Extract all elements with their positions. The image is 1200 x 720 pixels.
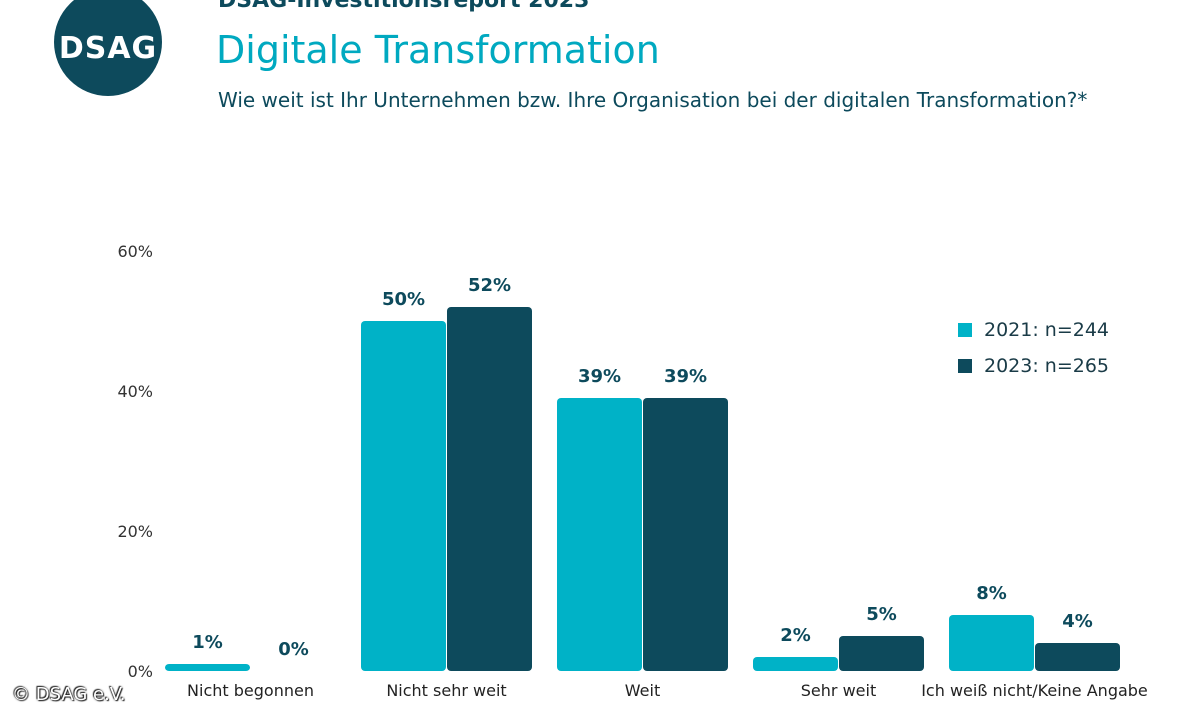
x-category-label: Weit bbox=[625, 681, 660, 700]
bar-value-label: 39% bbox=[664, 366, 707, 387]
x-category-label: Nicht sehr weit bbox=[386, 681, 506, 700]
chart-legend: 2021: n=244 2023: n=265 bbox=[958, 312, 1109, 384]
legend-label-2021: 2021: n=244 bbox=[984, 319, 1110, 341]
bar bbox=[643, 398, 728, 671]
y-tick-label: 20% bbox=[117, 522, 153, 541]
bar bbox=[361, 321, 446, 671]
bar-value-label: 8% bbox=[976, 583, 1007, 604]
y-tick-label: 60% bbox=[117, 242, 153, 261]
y-tick-label: 0% bbox=[128, 662, 153, 681]
y-tick-label: 40% bbox=[117, 382, 153, 401]
bar-value-label: 2% bbox=[780, 625, 811, 646]
x-category-label: Sehr weit bbox=[801, 681, 876, 700]
bar-value-label: 0% bbox=[278, 639, 309, 660]
x-category-label: Ich weiß nicht/Keine Angabe bbox=[921, 681, 1148, 700]
legend-item-2023: 2023: n=265 bbox=[958, 348, 1109, 384]
chart-subtitle: Wie weit ist Ihr Unternehmen bzw. Ihre O… bbox=[218, 88, 1088, 112]
page-title: Digitale Transformation bbox=[216, 28, 660, 72]
bar bbox=[447, 307, 532, 671]
legend-swatch-2023 bbox=[958, 359, 972, 373]
bar bbox=[1035, 643, 1120, 671]
x-category-label: Nicht begonnen bbox=[187, 681, 314, 700]
bar-value-label: 52% bbox=[468, 275, 511, 296]
bar bbox=[839, 636, 924, 671]
dsag-logo: DSAG bbox=[54, 0, 162, 96]
bar-value-label: 39% bbox=[578, 366, 621, 387]
report-title: DSAG-Investitionsreport 2023 bbox=[218, 0, 590, 13]
legend-item-2021: 2021: n=244 bbox=[958, 312, 1109, 348]
legend-swatch-2021 bbox=[958, 323, 972, 337]
bar bbox=[949, 615, 1034, 671]
copyright-notice: © DSAG e.V. bbox=[12, 684, 126, 705]
bar-value-label: 50% bbox=[382, 289, 425, 310]
bar bbox=[557, 398, 642, 671]
bar bbox=[165, 664, 250, 671]
bar-value-label: 1% bbox=[192, 632, 223, 653]
bar-value-label: 4% bbox=[1062, 611, 1093, 632]
bar-value-label: 5% bbox=[866, 604, 897, 625]
logo-text: DSAG bbox=[58, 30, 158, 66]
bar bbox=[753, 657, 838, 671]
legend-label-2023: 2023: n=265 bbox=[984, 355, 1110, 377]
